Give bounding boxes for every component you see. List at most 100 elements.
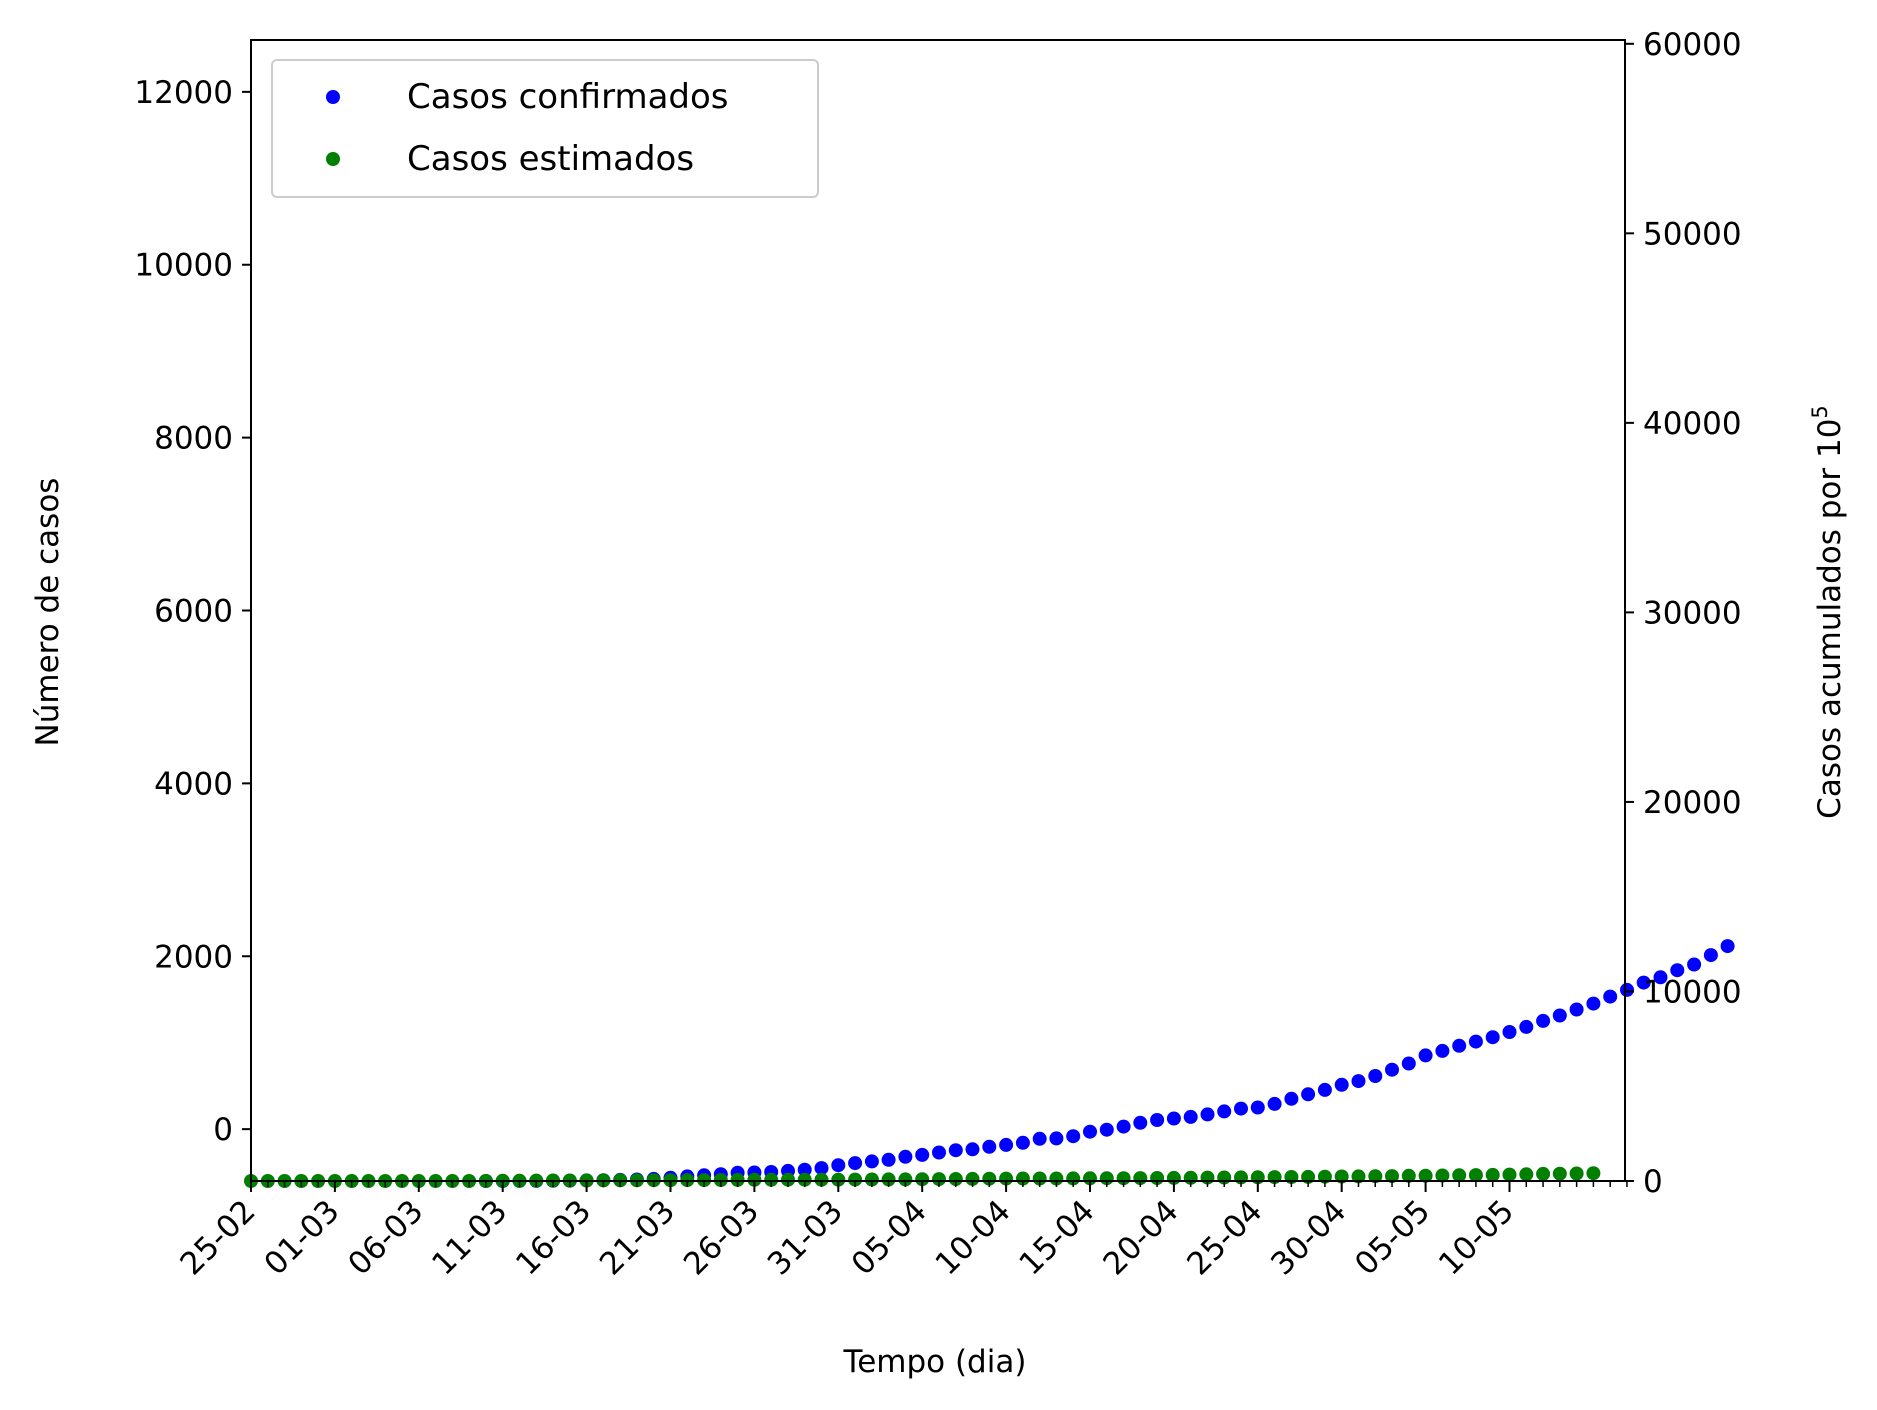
point-confirmed [1150,1113,1165,1127]
point-estimated [1519,1167,1534,1182]
point-estimated [932,1172,946,1187]
point-confirmed [1653,970,1668,985]
point-confirmed [948,1143,963,1158]
point-estimated [1351,1169,1366,1184]
point-estimated [948,1172,963,1186]
y-left-tick-label: 6000 [154,594,233,630]
point-confirmed [1452,1038,1467,1053]
point-confirmed [1703,948,1718,963]
legend-box [271,59,819,198]
legend-marker [326,90,340,104]
point-estimated [999,1171,1014,1186]
point-confirmed [1687,957,1702,972]
point-confirmed [848,1156,863,1171]
point-confirmed [1099,1122,1114,1137]
point-estimated [1385,1169,1399,1184]
point-estimated [1452,1168,1467,1183]
point-confirmed [1418,1048,1433,1063]
point-confirmed [898,1149,913,1164]
y-right-tick-label: 50000 [1643,216,1742,252]
point-confirmed [932,1145,946,1160]
y-right-tick-label: 0 [1643,1164,1663,1200]
point-estimated [1401,1168,1416,1183]
point-confirmed [1083,1124,1097,1139]
point-confirmed [864,1154,879,1169]
point-estimated [1502,1167,1517,1182]
point-estimated [982,1171,997,1186]
point-confirmed [1485,1030,1500,1045]
point-confirmed [1368,1069,1383,1083]
point-estimated [1485,1167,1500,1182]
point-confirmed [999,1137,1014,1152]
y-right-tick-label: 60000 [1643,27,1742,63]
point-confirmed [1620,982,1634,997]
y-left-tick-label: 8000 [154,421,233,457]
point-estimated [831,1172,846,1187]
point-confirmed [1217,1104,1232,1119]
legend-marker [326,152,340,166]
point-confirmed [982,1139,997,1154]
point-confirmed [1401,1056,1416,1071]
legend-label: Casos estimados [407,139,694,179]
y-left-tick-label: 4000 [154,766,233,802]
point-confirmed [1519,1019,1534,1034]
y-axis-right-label-exponent: 5 [1808,405,1832,418]
point-confirmed [1133,1115,1148,1130]
point-estimated [1435,1168,1450,1183]
point-confirmed [1720,939,1735,954]
legend: Casos confirmados Casos estimados [271,59,819,198]
y-right-tick-label: 10000 [1643,974,1742,1010]
y-right-tick-label: 30000 [1643,595,1742,631]
y-left-tick-label: 0 [213,1112,233,1148]
point-estimated [1418,1168,1433,1183]
point-confirmed [1200,1107,1215,1122]
point-confirmed [1636,975,1651,990]
point-estimated [881,1172,896,1187]
point-confirmed [1569,1002,1584,1017]
point-estimated [864,1172,879,1187]
point-confirmed [1116,1119,1131,1134]
point-confirmed [1552,1008,1567,1023]
point-confirmed [814,1161,829,1176]
point-estimated [730,1172,745,1187]
point-estimated [898,1172,913,1187]
point-confirmed [1468,1034,1483,1049]
point-confirmed [831,1158,846,1173]
point-estimated [965,1171,980,1186]
point-estimated [1586,1166,1601,1181]
point-confirmed [797,1162,812,1177]
x-axis-label: Tempo (dia) [843,1344,1027,1380]
point-confirmed [1267,1096,1282,1111]
y-left-tick-label: 2000 [154,939,233,975]
point-confirmed [1670,963,1685,978]
point-confirmed [1032,1131,1047,1146]
point-confirmed [915,1147,930,1162]
y-axis-left-label: Número de casos [30,478,66,747]
point-confirmed [1301,1087,1316,1102]
point-estimated [915,1172,930,1187]
point-confirmed [1334,1077,1349,1092]
point-estimated [797,1172,812,1187]
y-axis-right-label: Casos acumulados por 105 [1808,405,1848,819]
point-confirmed [965,1142,980,1157]
point-estimated [814,1172,829,1187]
point-estimated [848,1172,863,1187]
point-confirmed [1603,989,1618,1004]
point-confirmed [1066,1129,1081,1144]
point-estimated [1552,1166,1567,1181]
point-confirmed [1284,1091,1299,1106]
point-confirmed [1166,1111,1181,1126]
y-right-tick-label: 20000 [1643,785,1742,821]
point-confirmed [1015,1135,1030,1150]
y-left-tick-label: 12000 [134,75,233,111]
point-estimated [781,1172,795,1187]
legend-label: Casos confirmados [407,77,729,117]
point-estimated [1368,1169,1383,1184]
point-confirmed [881,1152,896,1167]
point-estimated [764,1172,779,1187]
point-confirmed [1183,1109,1198,1124]
point-estimated [747,1172,762,1187]
y-left-tick-label: 10000 [134,248,233,284]
point-confirmed [1385,1062,1399,1077]
